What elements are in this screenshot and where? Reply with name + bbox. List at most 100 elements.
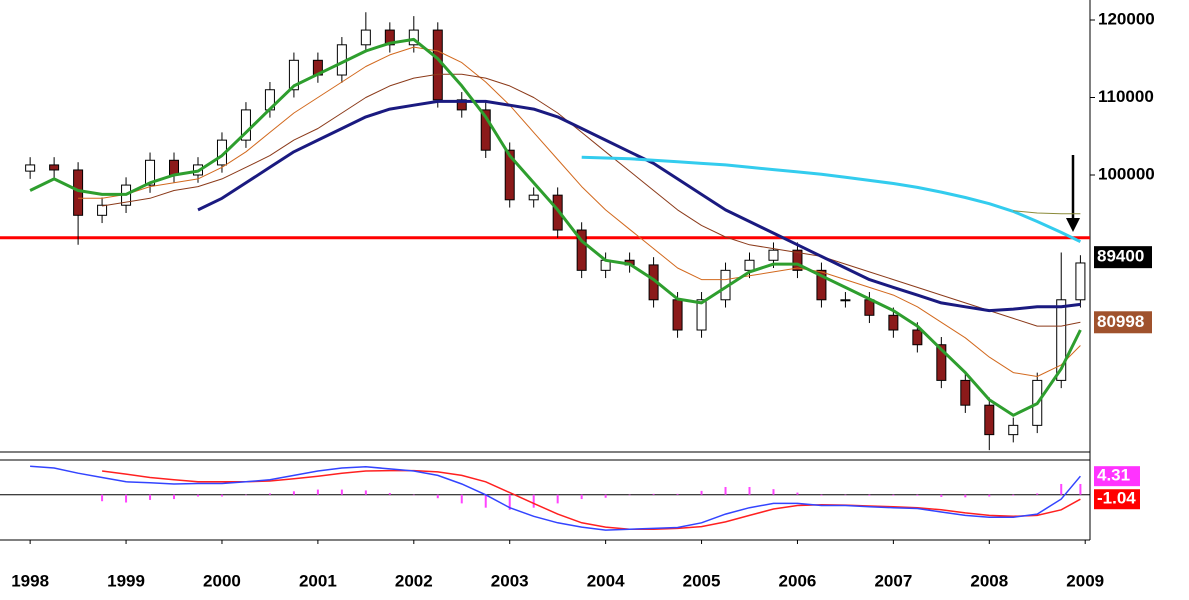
x-tick-label: 2005 [683, 571, 721, 590]
histogram-bar [1036, 493, 1039, 495]
candle-body [816, 269, 827, 301]
histogram-bar [125, 494, 128, 503]
candle-body [432, 29, 443, 101]
histogram-bar [532, 494, 535, 508]
arrow [1066, 155, 1080, 232]
signal-label-box [1094, 489, 1140, 510]
histogram-bar [748, 486, 751, 495]
candle-body [408, 29, 419, 46]
histogram-bar [412, 494, 415, 496]
x-tick-label: 2004 [587, 571, 625, 590]
histogram-bar [892, 494, 895, 496]
histogram-bar [292, 491, 295, 495]
candle-body [456, 99, 467, 111]
x-tick-label: 2002 [395, 571, 433, 590]
histogram-bar [580, 494, 583, 500]
candle-body [1075, 262, 1086, 301]
candle-body [25, 164, 36, 172]
histogram-bar [364, 490, 367, 495]
candle-body [936, 344, 947, 381]
histogram-bar [676, 493, 679, 495]
candle-body [840, 299, 851, 302]
price-label-box [1094, 246, 1152, 269]
histogram-bar [988, 494, 991, 497]
x-tick-label: 2007 [874, 571, 912, 590]
histogram-bar [820, 494, 823, 496]
candle-body [480, 109, 491, 151]
candle-body [97, 204, 108, 216]
y-tick-label: 120000 [1098, 9, 1155, 28]
candle-body [984, 404, 995, 436]
moving-average [1013, 210, 1081, 215]
signal-label: -1.04 [1097, 489, 1136, 508]
histogram-bar [149, 494, 152, 500]
histogram-bar [724, 486, 727, 495]
candle-body [73, 169, 84, 216]
candle-body [888, 314, 899, 331]
macd-label-box [1094, 466, 1140, 487]
candle-body [49, 164, 60, 171]
x-tick-label: 1998 [11, 571, 49, 590]
histogram-bar [484, 494, 487, 508]
histogram-bar [652, 493, 655, 495]
candle-body [528, 194, 539, 201]
macd-line [30, 465, 1081, 531]
price-label: 89400 [1097, 247, 1144, 266]
candle-body [240, 109, 251, 141]
histogram-bar [604, 494, 607, 498]
histogram-bar [916, 494, 919, 496]
x-tick-label: 2003 [491, 571, 529, 590]
histogram-bar [1012, 494, 1015, 496]
histogram-bar [244, 494, 247, 496]
histogram-bar [173, 494, 176, 500]
histogram-bar [844, 494, 847, 496]
candle-body [504, 149, 515, 201]
candle-body [576, 229, 587, 271]
histogram-bar [964, 494, 967, 498]
histogram-bar [268, 493, 271, 495]
x-tick-label: 2009 [1066, 571, 1104, 590]
histogram-bar [796, 492, 799, 495]
histogram-bar [628, 494, 631, 496]
histogram-bar [868, 494, 871, 496]
candle-body [552, 194, 563, 231]
candle-body [288, 59, 299, 91]
histogram-bar [940, 494, 943, 497]
moving-average [102, 73, 1081, 327]
candle-body [792, 249, 803, 271]
x-tick-label: 1999 [107, 571, 145, 590]
candle-body [1056, 299, 1067, 381]
candle-body [912, 329, 923, 346]
macd-label: 4.31 [1097, 466, 1130, 485]
candle-body [145, 159, 156, 186]
histogram-bar [196, 494, 199, 497]
histogram-bar [316, 489, 319, 495]
histogram-bar [340, 489, 343, 495]
moving-average [197, 99, 1081, 313]
x-tick-label: 2000 [203, 571, 241, 590]
signal-line [102, 469, 1081, 530]
price-label: 80998 [1097, 312, 1144, 331]
x-tick-label: 2006 [779, 571, 817, 590]
moving-average [581, 155, 1082, 244]
y-tick-label: 110000 [1098, 87, 1154, 106]
candle-body [1008, 424, 1019, 436]
y-tick-label: 100000 [1098, 164, 1155, 183]
histogram-bar [1060, 483, 1063, 495]
histogram-bar [436, 494, 439, 499]
candle-body [696, 299, 707, 331]
histogram-bar [556, 494, 559, 504]
histogram-bar [772, 489, 775, 495]
price-label-box [1094, 311, 1152, 334]
histogram-bar [101, 494, 104, 502]
histogram-bar [1079, 483, 1082, 495]
candle-body [360, 29, 371, 46]
histogram-bar [388, 493, 391, 495]
x-tick-label: 2008 [970, 571, 1008, 590]
histogram-bar [508, 494, 511, 510]
candle-body [960, 379, 971, 406]
histogram-bar [700, 490, 703, 495]
